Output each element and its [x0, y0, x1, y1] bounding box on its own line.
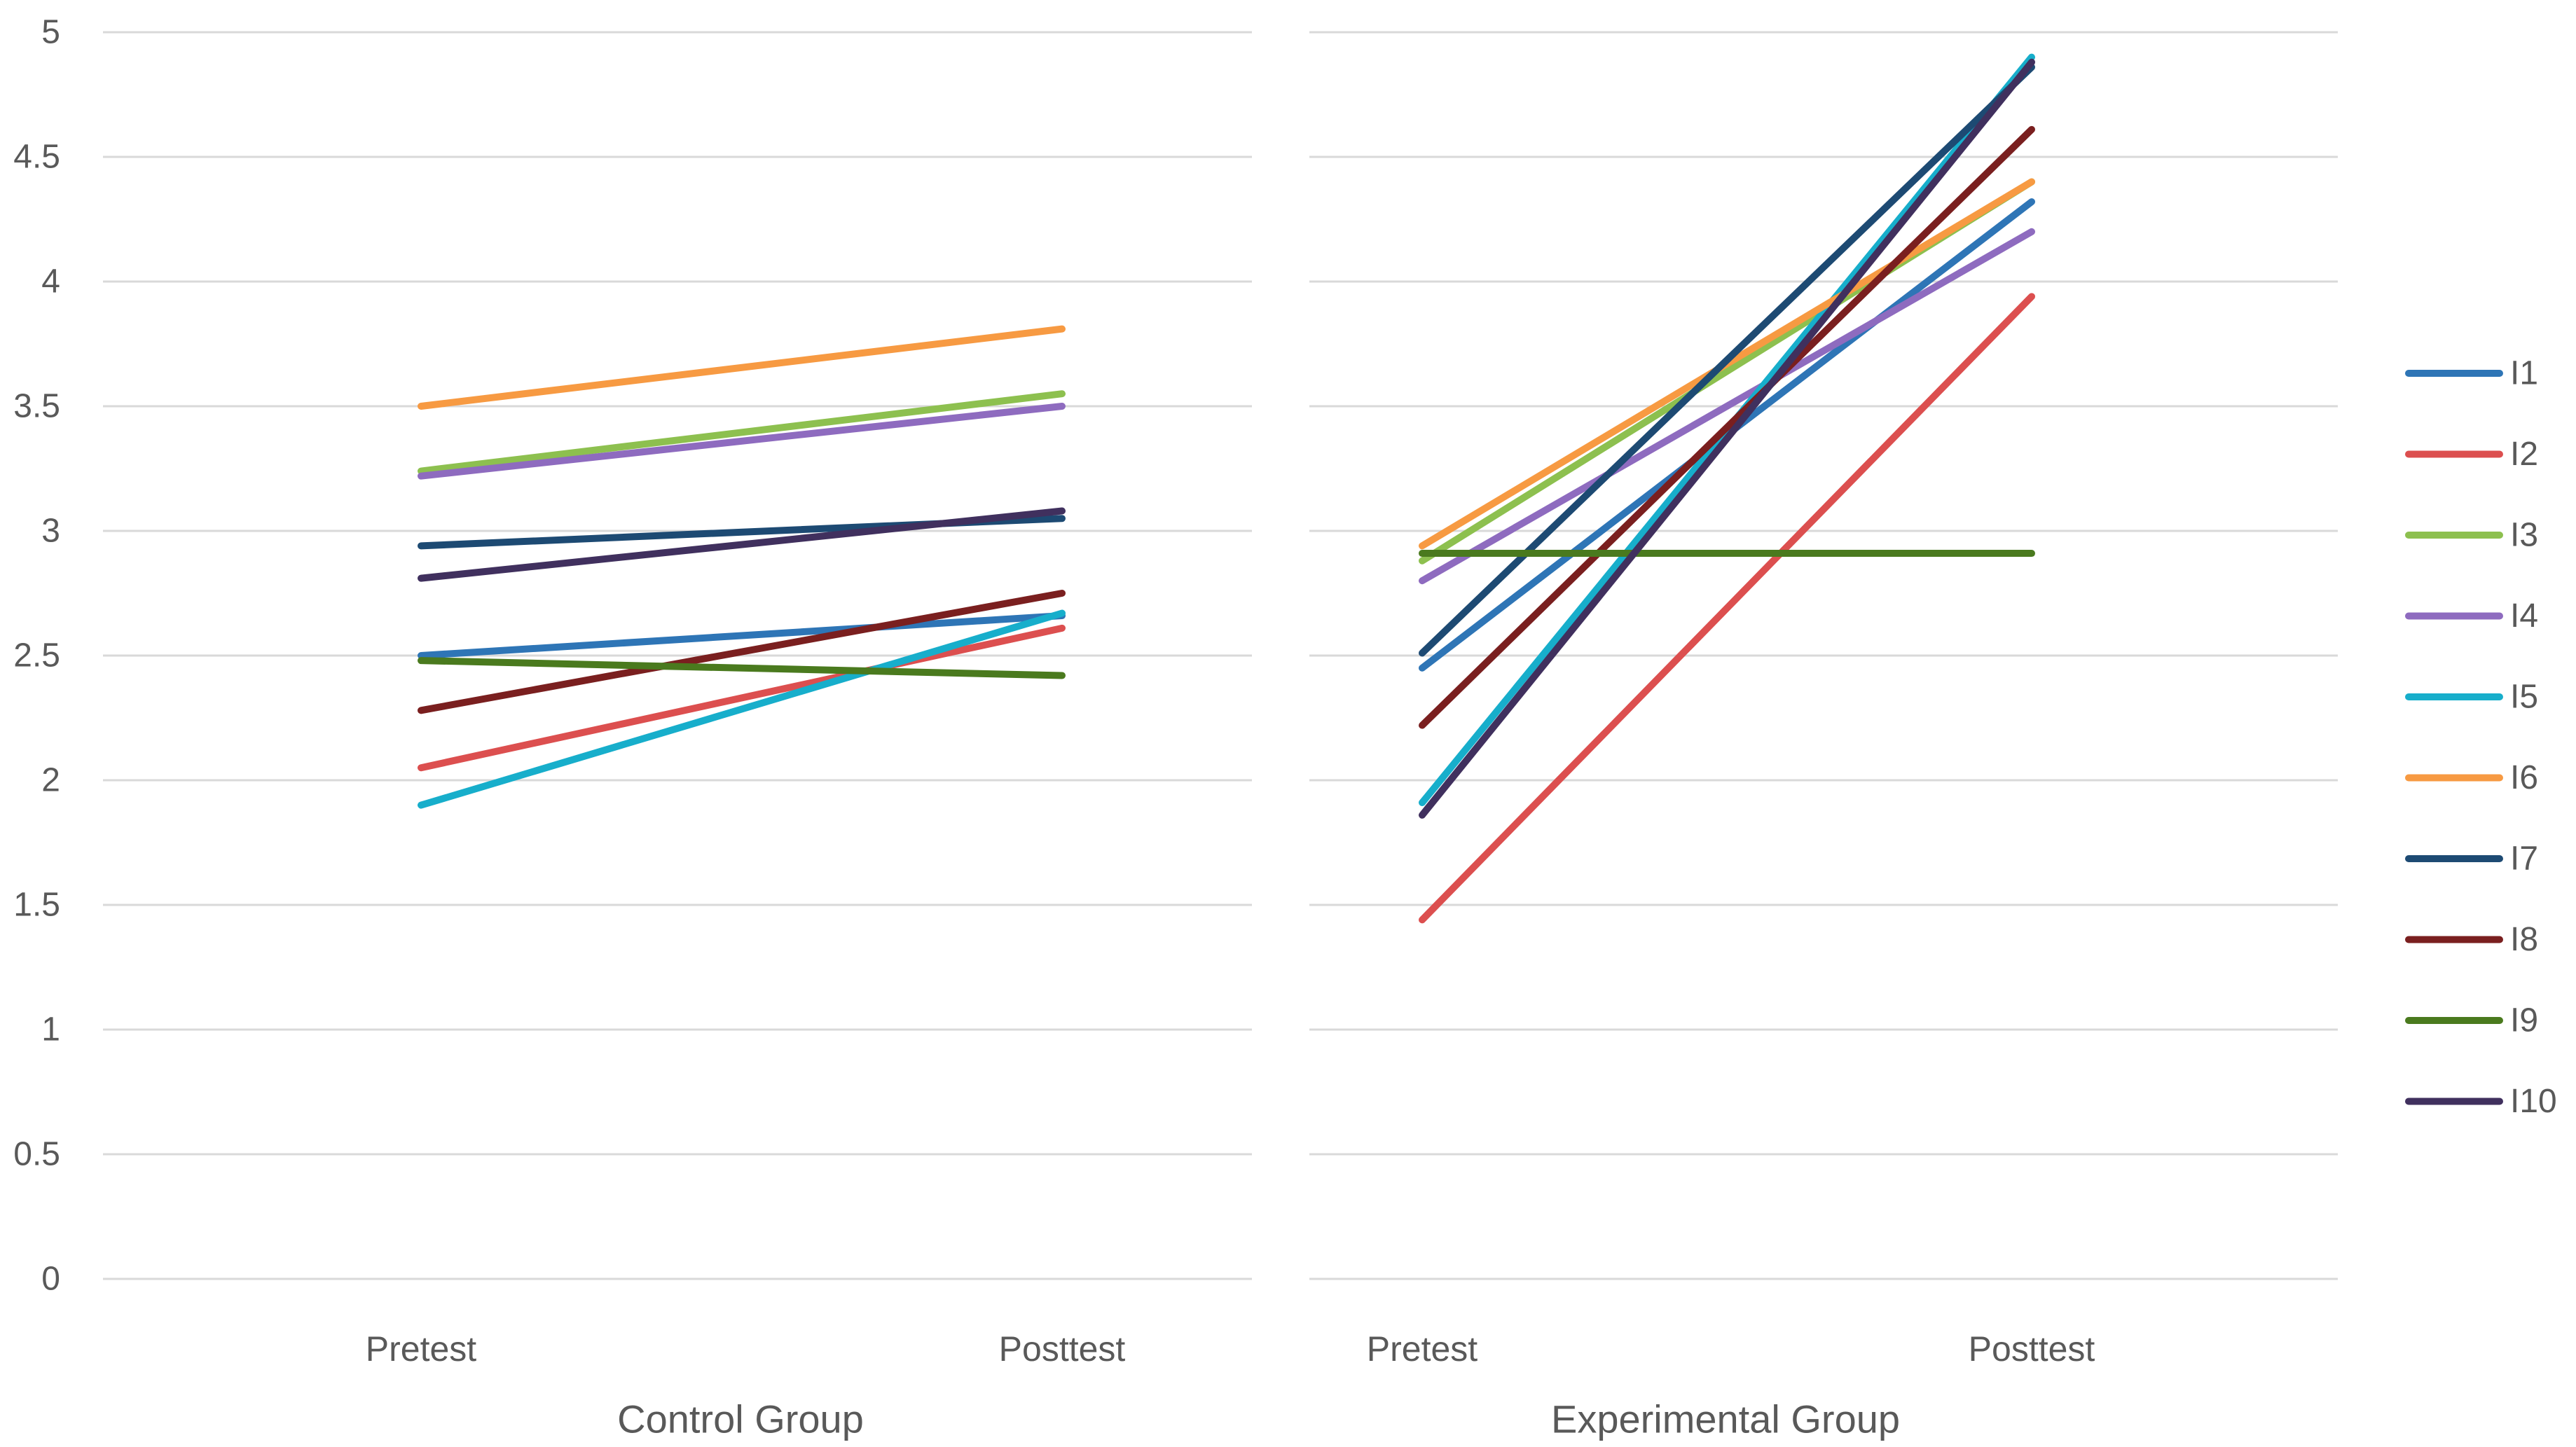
legend-label: I2: [2510, 436, 2538, 473]
legend-label: I9: [2510, 1002, 2538, 1039]
legend-label: I6: [2510, 759, 2538, 796]
series-line-i1-panel1: [418, 612, 1066, 659]
y-tick-label: 3.5: [13, 388, 60, 425]
series-line-i9-panel1: [418, 657, 1066, 679]
legend-item-i2: I2: [2405, 436, 2538, 473]
group-labels: Control Group Experimental Group: [617, 1397, 1900, 1441]
series-line-i10-panel1: [418, 507, 1066, 582]
panel-2-series: [1419, 53, 2035, 924]
series-line-i2-panel1: [418, 624, 1066, 772]
category-labels: Pretest Posttest Pretest Posttest: [366, 1329, 2095, 1369]
panel-1-series: [418, 325, 1066, 809]
legend-label: I8: [2510, 921, 2538, 958]
series-line-i4-panel1: [418, 403, 1066, 480]
series-line-i2-panel2: [1419, 293, 2035, 924]
y-tick-label: 5: [41, 14, 60, 51]
group-label-2: Experimental Group: [1551, 1397, 1900, 1441]
y-tick-label: 1: [41, 1011, 60, 1048]
legend-label: I7: [2510, 840, 2538, 878]
category-label-posttest: Posttest: [999, 1329, 1126, 1369]
y-axis-ticks: 0 0.5 1 1.5 2 2.5 3 3.5 4 4.5 5: [13, 14, 60, 1298]
series-line-i4-panel2: [1419, 228, 2035, 585]
series-line-i8-panel1: [418, 590, 1066, 714]
y-tick-label: 4.5: [13, 139, 60, 176]
series-lines: [418, 53, 2035, 924]
y-tick-label: 1.5: [13, 887, 60, 924]
legend-item-i10: I10: [2405, 1083, 2557, 1120]
legend-item-i1: I1: [2405, 355, 2538, 392]
legend-item-i9: I9: [2405, 1002, 2538, 1039]
y-tick-label: 0.5: [13, 1136, 60, 1173]
category-label-pretest: Pretest: [1367, 1329, 1478, 1369]
series-line-i10-panel2: [1419, 58, 2035, 819]
legend-label: I1: [2510, 355, 2538, 392]
legend: I1 I2 I3 I4 I5 I6 I7 I8 I9 I10: [2405, 355, 2557, 1120]
legend-item-i8: I8: [2405, 921, 2538, 958]
category-label-pretest: Pretest: [366, 1329, 477, 1369]
legend-label: I10: [2510, 1083, 2557, 1120]
series-line-i3-panel1: [418, 390, 1066, 475]
legend-item-i5: I5: [2405, 679, 2538, 716]
legend-label: I5: [2510, 679, 2538, 716]
legend-item-i7: I7: [2405, 840, 2538, 878]
legend-item-i3: I3: [2405, 517, 2538, 554]
group-label-1: Control Group: [617, 1397, 864, 1441]
legend-item-i6: I6: [2405, 759, 2538, 796]
y-tick-label: 3: [41, 513, 60, 550]
y-tick-label: 2: [41, 762, 60, 799]
series-line-i7-panel2: [1419, 63, 2035, 657]
series-line-i8-panel2: [1419, 125, 2035, 729]
series-line-i5-panel1: [418, 609, 1066, 809]
legend-item-i4: I4: [2405, 597, 2538, 635]
category-label-posttest: Posttest: [1969, 1329, 2095, 1369]
y-tick-label: 4: [41, 263, 60, 300]
y-tick-label: 0: [41, 1261, 60, 1298]
legend-label: I4: [2510, 597, 2538, 635]
series-line-i6-panel1: [418, 325, 1066, 410]
y-tick-label: 2.5: [13, 637, 60, 674]
gridlines: [103, 31, 2338, 1280]
legend-label: I3: [2510, 517, 2538, 554]
